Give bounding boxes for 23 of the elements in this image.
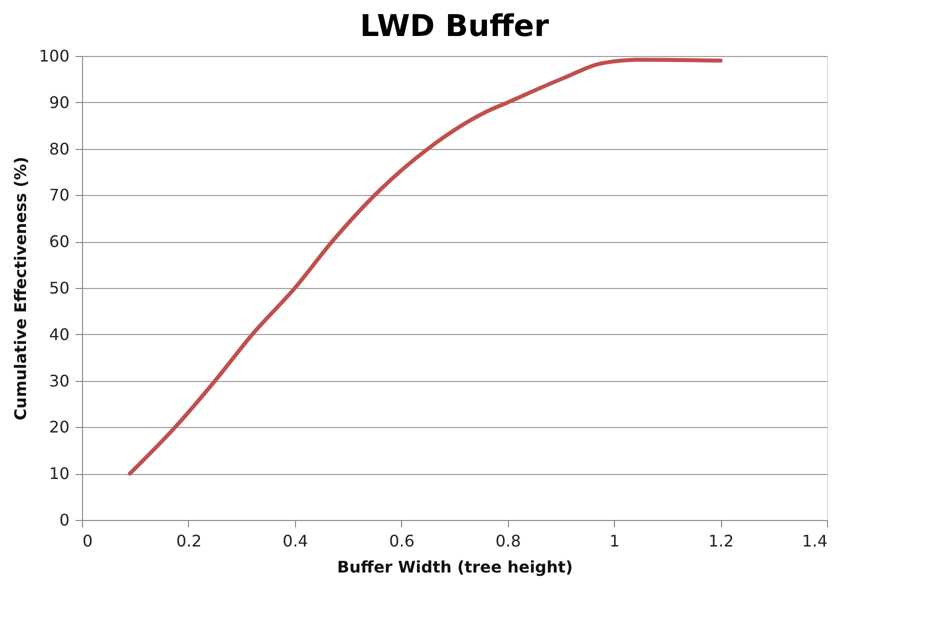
y-tick-label: 80 — [49, 139, 70, 158]
y-tick-label: 50 — [49, 278, 70, 298]
x-tick-label: 1.2 — [708, 532, 734, 550]
x-tick-label: 1.4 — [802, 532, 828, 550]
y-tick-label: 10 — [49, 464, 70, 484]
y-tick-label: 0 — [59, 510, 70, 530]
line-series — [128, 58, 723, 476]
chart-title: LWD Buffer — [360, 9, 550, 44]
x-tick-label: 0.8 — [495, 532, 521, 550]
x-tick-label: 0.6 — [389, 532, 415, 550]
y-tick-label: 20 — [49, 418, 70, 437]
x-tick-label: 1 — [610, 532, 620, 550]
y-tick-label: 30 — [49, 371, 70, 390]
x-tick-label: 0.4 — [282, 532, 308, 550]
y-tick-label: 40 — [49, 324, 70, 344]
y-axis-title: Cumulative Effectiveness (%) — [10, 156, 30, 420]
y-tick-label: 60 — [49, 232, 70, 252]
x-axis-title: Buffer Width (tree height) — [337, 558, 573, 576]
y-tick-label: 70 — [49, 186, 70, 205]
x-tick-label: 0.2 — [176, 532, 202, 550]
y-tick-label: 100 — [38, 46, 70, 66]
x-tick-label: 0 — [82, 532, 93, 550]
y-tick-label: 90 — [49, 92, 70, 112]
